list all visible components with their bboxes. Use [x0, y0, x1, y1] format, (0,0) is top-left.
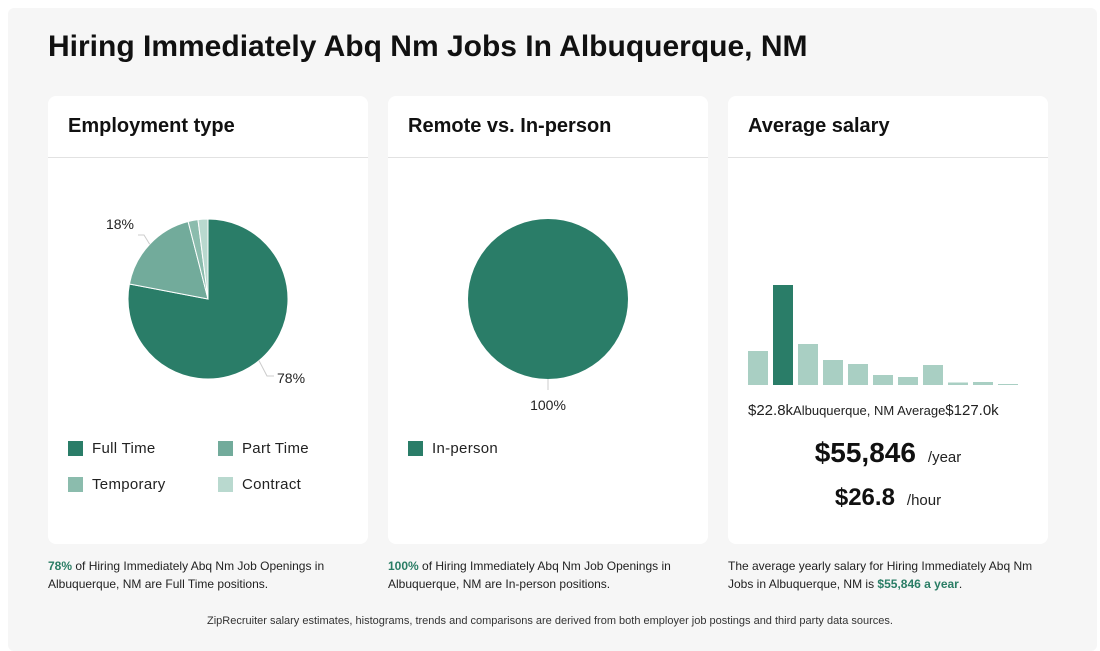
remote-pie-chart: 100%	[468, 219, 628, 413]
histogram-bar	[873, 375, 893, 385]
histogram-bar	[773, 285, 793, 385]
employment-pie-chart: 78% 18%	[106, 216, 305, 386]
pie-leader-part-time	[138, 234, 151, 245]
salary-caption-text: The average yearly salary for Hiring Imm…	[728, 559, 1033, 591]
legend-label-part-time: Part Time	[242, 440, 309, 457]
legend-label-contract: Contract	[242, 476, 302, 493]
yearly-salary-unit: /year	[927, 449, 962, 466]
histogram-bar	[998, 384, 1018, 385]
hourly-salary: $26.8 /hour	[728, 484, 1048, 512]
legend-swatch-in-person	[408, 441, 423, 456]
legend-item-full-time: Full Time	[68, 440, 156, 457]
remote-title: Remote vs. In-person	[388, 96, 708, 158]
remote-caption: 100% of Hiring Immediately Abq Nm Job Op…	[388, 557, 688, 593]
remote-caption-pct: 100%	[388, 559, 419, 573]
legend-swatch-part-time	[218, 441, 233, 456]
histogram-bar	[823, 360, 843, 385]
yearly-salary: $55,846 /year	[728, 437, 1048, 469]
pie-leader-full-time	[258, 360, 274, 377]
histogram-bar	[898, 377, 918, 385]
average-salary-card: Average salary $22.8k Albuquerque, NM Av…	[728, 96, 1048, 544]
average-salary-title: Average salary	[728, 96, 1048, 158]
footer-note: ZipRecruiter salary estimates, histogram…	[207, 615, 893, 627]
remote-card: Remote vs. In-person 100% In-person	[388, 96, 708, 544]
salary-min-label: $22.8k	[748, 402, 794, 419]
employment-caption-pct: 78%	[48, 559, 73, 573]
pie-label-in-person: 100%	[530, 397, 566, 413]
employment-caption-text: of Hiring Immediately Abq Nm Job Opening…	[48, 559, 325, 591]
salary-average-label: Albuquerque, NM Average	[793, 403, 946, 418]
legend-item-part-time: Part Time	[218, 440, 309, 457]
histogram-bar	[748, 351, 768, 385]
histogram-bar	[798, 344, 818, 385]
legend-swatch-full-time	[68, 441, 83, 456]
pie-label-full-time: 78%	[277, 370, 305, 386]
hourly-salary-value: $26.8	[834, 484, 895, 511]
employment-type-card: Employment type 78% 18% Full Time Part Ti…	[48, 96, 368, 544]
page-title: Hiring Immediately Abq Nm Jobs In Albuqu…	[48, 30, 808, 63]
histogram-bar	[973, 382, 993, 385]
pie-slice-contract	[197, 218, 209, 300]
salary-histogram	[748, 285, 1018, 385]
employment-type-title: Employment type	[48, 96, 368, 158]
legend-label-in-person: In-person	[432, 440, 499, 457]
salary-caption-end: .	[958, 577, 963, 591]
salary-caption-highlight: $55,846 a year	[877, 577, 959, 591]
yearly-salary-value: $55,846	[814, 437, 916, 468]
hourly-salary-unit: /hour	[906, 492, 942, 509]
histogram-bar	[923, 365, 943, 385]
remote-caption-text: of Hiring Immediately Abq Nm Job Opening…	[388, 559, 671, 591]
employment-caption: 78% of Hiring Immediately Abq Nm Job Ope…	[48, 557, 348, 593]
salary-max-label: $127.0k	[945, 402, 999, 419]
legend-item-in-person: In-person	[408, 440, 498, 457]
legend-label-temporary: Temporary	[92, 476, 166, 493]
legend-item-contract: Contract	[218, 476, 301, 493]
histogram-bar	[848, 364, 868, 385]
salary-caption: The average yearly salary for Hiring Imm…	[728, 557, 1038, 593]
legend-swatch-contract	[218, 477, 233, 492]
histogram-bar	[948, 382, 968, 385]
salary-range: $22.8k Albuquerque, NM Average $127.0k	[748, 402, 1028, 419]
legend-swatch-temporary	[68, 477, 83, 492]
pie-label-part-time: 18%	[106, 216, 134, 232]
legend-item-temporary: Temporary	[68, 476, 166, 493]
pie-slice-part-time	[128, 220, 209, 300]
pie-slice-in-person	[468, 219, 628, 379]
legend-label-full-time: Full Time	[92, 440, 156, 457]
